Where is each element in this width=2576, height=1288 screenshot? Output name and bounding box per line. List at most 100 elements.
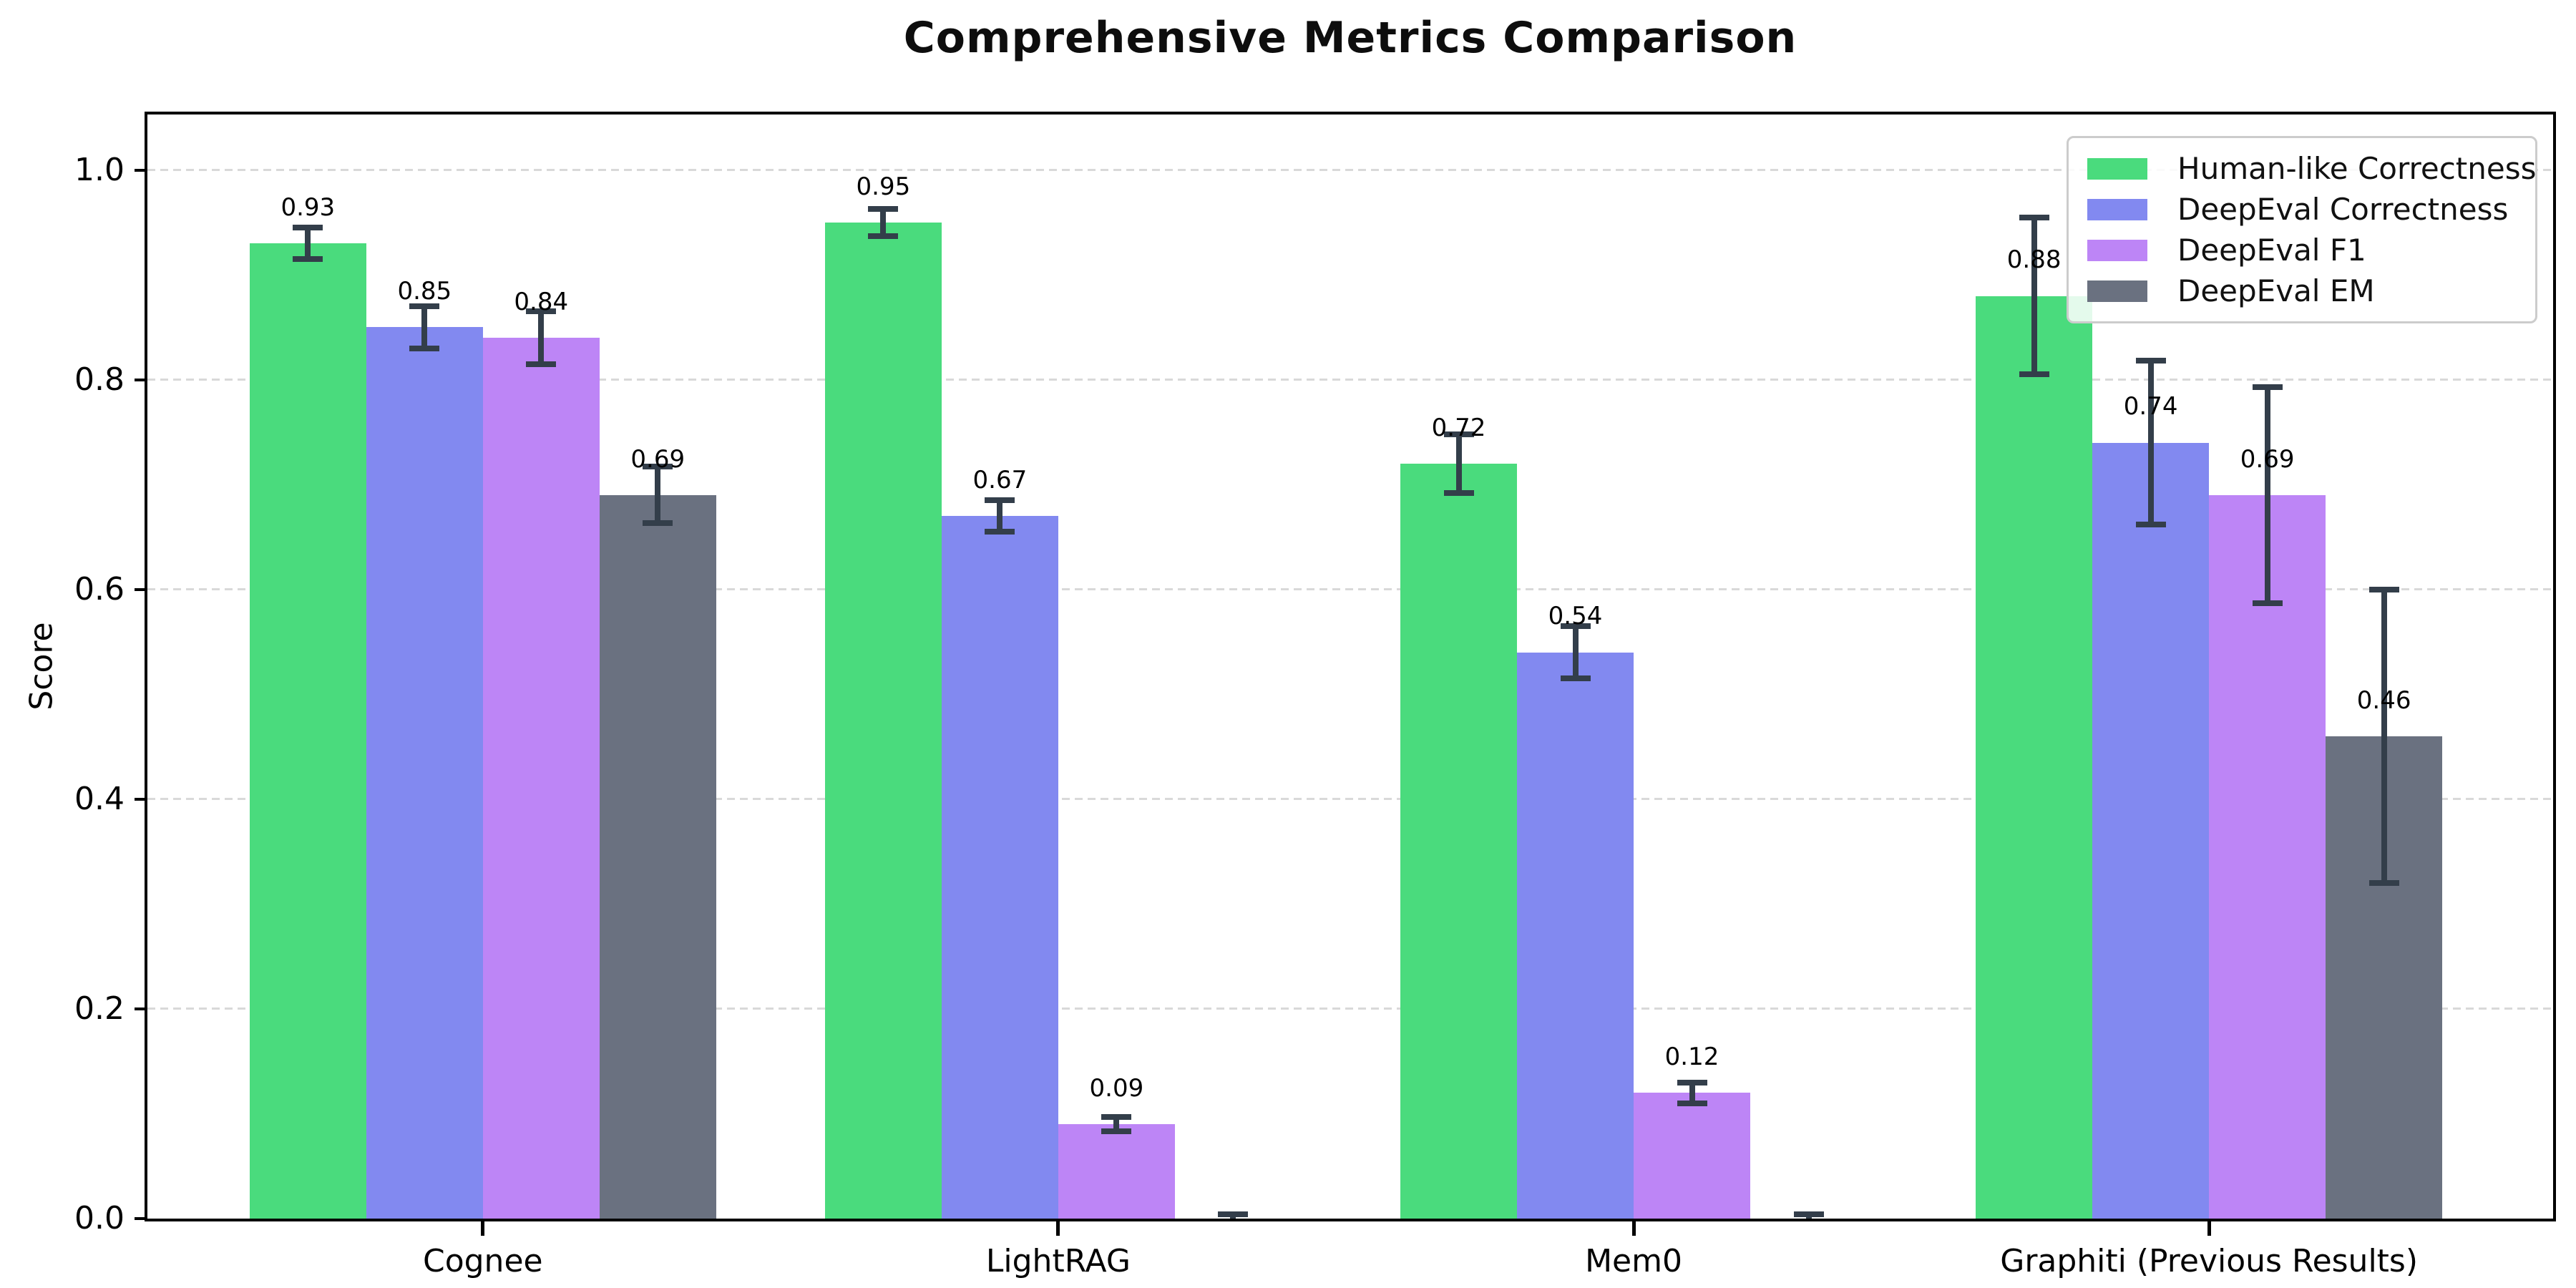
legend-label-deepeval-f1: DeepEval F1 [2177, 233, 2366, 268]
error-bar-deepeval-correctness-lightrag [997, 500, 1003, 532]
bar-deepeval-correctness-mem0 [1517, 652, 1634, 1219]
value-label-human-like-correctness-cognee: 0.93 [280, 192, 336, 222]
legend-item-deepeval-em: DeepEval EM [2087, 273, 2528, 308]
y-tick-mark-0.8 [135, 378, 147, 381]
error-cap-top [1677, 1079, 1707, 1085]
y-tick-label-0.2: 0.2 [74, 990, 125, 1027]
error-bar-human-like-correctness-mem0 [1455, 434, 1462, 493]
error-cap-top [2252, 384, 2283, 390]
x-tick-mark-graphiti-previous-results [2207, 1221, 2211, 1236]
error-cap-top [1560, 623, 1591, 630]
error-cap-bottom [2135, 521, 2166, 527]
error-cap-bottom [293, 256, 323, 263]
x-tick-mark-lightrag [1056, 1221, 1060, 1236]
legend-item-deepeval-f1: DeepEval F1 [2087, 233, 2528, 268]
y-tick-mark-0.0 [135, 1217, 147, 1220]
bar-human-like-correctness-graphiti-previous-results [1976, 296, 2093, 1219]
legend-swatch-deepeval-em [2087, 280, 2147, 302]
legend-swatch-deepeval-f1 [2087, 239, 2147, 261]
x-tick-mark-mem0 [1631, 1221, 1636, 1236]
error-cap-top [868, 205, 899, 212]
y-tick-mark-1.0 [135, 168, 147, 172]
y-tick-label-1.0: 1.0 [74, 151, 125, 188]
value-label-deepeval-em-graphiti-previous-results: 0.46 [2356, 686, 2411, 715]
legend-item-human-like-correctness: Human-like Correctness [2087, 151, 2537, 186]
bar-deepeval-f1-cognee [482, 338, 600, 1219]
error-bar-deepeval-correctness-mem0 [1572, 626, 1579, 679]
error-cap-top [1443, 431, 1474, 437]
value-label-deepeval-correctness-graphiti-previous-results: 0.74 [2123, 392, 2178, 421]
value-label-human-like-correctness-lightrag: 0.95 [856, 172, 911, 201]
value-label-deepeval-f1-mem0: 0.12 [1664, 1042, 1719, 1071]
bar-deepeval-correctness-graphiti-previous-results [2092, 442, 2210, 1219]
bar-deepeval-em-cognee [599, 494, 716, 1219]
error-cap-bottom [2019, 371, 2049, 378]
value-label-deepeval-f1-lightrag: 0.09 [1089, 1073, 1144, 1103]
error-cap-bottom [868, 233, 899, 239]
error-bar-deepeval-f1-mem0 [1689, 1082, 1695, 1103]
error-cap-top [2368, 586, 2399, 592]
bar-deepeval-correctness-cognee [366, 327, 483, 1219]
error-cap-bottom [526, 361, 557, 367]
error-cap-top [985, 497, 1015, 504]
bar-human-like-correctness-lightrag [824, 222, 942, 1219]
legend: Human-like Correctness DeepEval Correctne… [2067, 136, 2537, 323]
gridline-1.0 [147, 169, 2553, 172]
bar-deepeval-f1-lightrag [1058, 1124, 1175, 1219]
value-label-deepeval-correctness-lightrag: 0.67 [972, 465, 1028, 494]
y-tick-label-0.0: 0.0 [74, 1200, 125, 1236]
legend-label-human-like-correctness: Human-like Correctness [2177, 151, 2537, 186]
error-bar-deepeval-f1-lightrag [1113, 1116, 1120, 1132]
error-bar-deepeval-em-cognee [655, 467, 661, 524]
error-cap-bottom [1677, 1100, 1707, 1106]
value-label-deepeval-em-cognee: 0.69 [630, 444, 686, 474]
error-cap-top [293, 225, 323, 231]
gridline-0.8 [147, 379, 2553, 381]
x-tick-label-mem0: Mem0 [1585, 1243, 1682, 1279]
error-cap-top [1101, 1113, 1132, 1120]
legend-label-deepeval-correctness: DeepEval Correctness [2177, 192, 2509, 227]
value-label-human-like-correctness-graphiti-previous-results: 0.88 [2006, 245, 2062, 275]
x-tick-label-lightrag: LightRAG [985, 1243, 1131, 1279]
error-bar-deepeval-correctness-graphiti-previous-results [2147, 361, 2154, 525]
bar-human-like-correctness-cognee [249, 243, 366, 1219]
error-cap-top [2135, 358, 2166, 364]
error-cap-bottom [2252, 600, 2283, 606]
error-bar-deepeval-correctness-cognee [421, 306, 428, 348]
error-cap-bottom [1443, 489, 1474, 496]
y-tick-label-0.4: 0.4 [74, 780, 125, 817]
error-cap-bottom [985, 529, 1015, 535]
legend-label-deepeval-em: DeepEval EM [2177, 273, 2375, 308]
x-tick-mark-cognee [481, 1221, 485, 1236]
legend-swatch-human-like-correctness [2087, 157, 2147, 180]
error-bar-deepeval-em-graphiti-previous-results [2381, 589, 2387, 884]
error-cap-top [643, 464, 673, 470]
legend-item-deepeval-correctness: DeepEval Correctness [2087, 192, 2528, 227]
error-cap-bottom [2368, 880, 2399, 887]
value-label-deepeval-correctness-mem0: 0.54 [1548, 602, 1603, 631]
legend-swatch-deepeval-correctness [2087, 198, 2147, 220]
error-cap-top [526, 308, 557, 315]
error-cap-bottom [1101, 1128, 1132, 1135]
gridline-0.4 [147, 798, 2553, 801]
chart-title: Comprehensive Metrics Comparison [903, 13, 1797, 63]
value-label-deepeval-f1-cognee: 0.84 [514, 287, 569, 316]
gridline-0.6 [147, 588, 2553, 591]
y-tick-mark-0.2 [135, 1007, 147, 1010]
error-bar-deepeval-f1-graphiti-previous-results [2264, 386, 2270, 603]
y-tick-mark-0.4 [135, 797, 147, 801]
x-tick-label-cognee: Cognee [422, 1243, 543, 1279]
bar-deepeval-f1-graphiti-previous-results [2209, 494, 2326, 1219]
y-tick-mark-0.6 [135, 587, 147, 591]
error-cap-top [409, 303, 440, 310]
error-cap-bottom [409, 345, 440, 351]
y-axis-title: Score [23, 622, 60, 711]
bar-human-like-correctness-mem0 [1400, 463, 1518, 1219]
error-cap-bottom [643, 520, 673, 527]
error-cap-top [1793, 1211, 1824, 1218]
gridline-0.2 [147, 1008, 2553, 1010]
error-bar-human-like-correctness-lightrag [880, 208, 887, 236]
error-cap-top [1218, 1211, 1249, 1218]
error-bar-human-like-correctness-graphiti-previous-results [2031, 217, 2037, 375]
